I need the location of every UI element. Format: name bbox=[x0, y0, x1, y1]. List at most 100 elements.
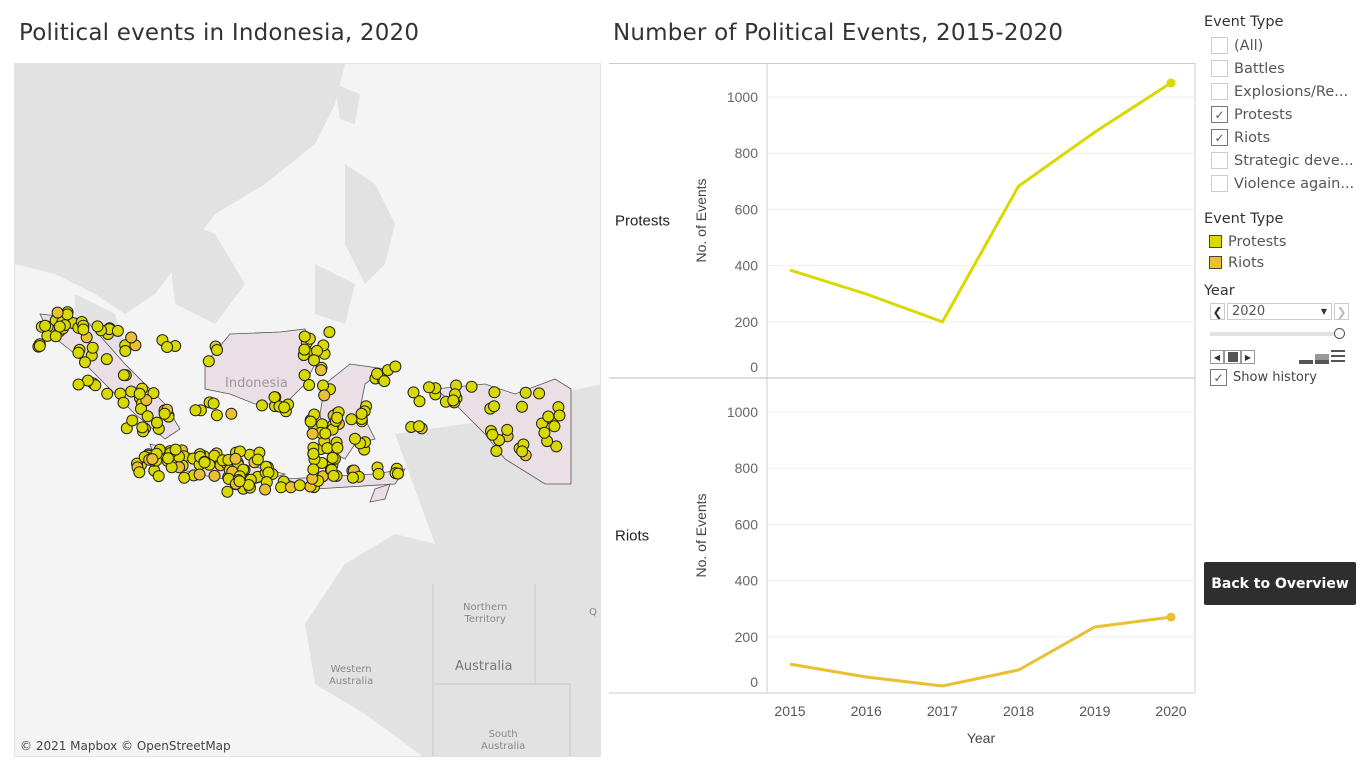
x-tick-label: 2020 bbox=[1155, 703, 1186, 719]
protest-event-point bbox=[307, 447, 320, 460]
show-history-toggle[interactable]: ✓ Show history bbox=[1204, 366, 1354, 389]
protest-event-point bbox=[117, 396, 130, 409]
landmass bbox=[15, 64, 345, 314]
legend-item[interactable]: Protests bbox=[1204, 231, 1286, 252]
slider-thumb[interactable] bbox=[1334, 328, 1345, 339]
protest-event-point bbox=[39, 319, 52, 332]
y-axis-label: No. of Events bbox=[693, 178, 709, 262]
protest-event-point bbox=[221, 485, 234, 498]
protest-event-point bbox=[319, 427, 332, 440]
protest-event-point bbox=[407, 386, 420, 399]
protest-event-point bbox=[490, 445, 503, 457]
chart-title: Number of Political Events, 2015-2020 bbox=[613, 20, 1064, 46]
map-label-northern-territory: Northern Territory bbox=[463, 602, 508, 625]
filter-item[interactable]: Violence again... bbox=[1204, 172, 1354, 195]
step-forward-button[interactable]: ▶ bbox=[1241, 350, 1255, 364]
y-axis-label: No. of Events bbox=[693, 493, 709, 577]
filter-checkbox[interactable]: ✓ bbox=[1211, 129, 1228, 146]
protest-event-point bbox=[117, 369, 130, 382]
series-row-label: Riots bbox=[615, 528, 649, 545]
protest-event-point bbox=[516, 445, 529, 458]
filter-label: Violence again... bbox=[1234, 175, 1355, 192]
protest-event-point bbox=[251, 453, 264, 466]
protest-event-point bbox=[100, 353, 113, 366]
filter-label: Battles bbox=[1234, 60, 1285, 77]
protest-event-point bbox=[61, 308, 74, 321]
protest-event-point bbox=[298, 343, 311, 356]
data-point bbox=[1166, 612, 1176, 622]
series-line-protests bbox=[789, 81, 1172, 324]
filter-checkbox[interactable] bbox=[1211, 175, 1228, 192]
map-title: Political events in Indonesia, 2020 bbox=[19, 20, 420, 46]
protest-event-point bbox=[135, 402, 147, 415]
stop-button[interactable] bbox=[1224, 350, 1241, 364]
map-credit: © 2021 Mapbox © OpenStreetMap bbox=[20, 739, 231, 753]
protest-event-point bbox=[211, 344, 223, 356]
filter-label: (All) bbox=[1234, 37, 1264, 54]
y-tick-label: 1000 bbox=[727, 404, 758, 420]
map-canvas bbox=[15, 64, 600, 756]
protest-event-point bbox=[355, 407, 368, 420]
x-tick-label: 2015 bbox=[774, 703, 805, 719]
next-year-button[interactable]: ❯ bbox=[1334, 303, 1349, 320]
riot-event-point bbox=[229, 452, 242, 465]
back-to-overview-button[interactable]: Back to Overview bbox=[1204, 562, 1356, 605]
filter-checkbox[interactable] bbox=[1211, 83, 1228, 100]
riot-event-point bbox=[318, 389, 331, 402]
speed-fast-icon[interactable] bbox=[1331, 350, 1345, 364]
protest-event-point bbox=[53, 320, 66, 333]
protest-event-point bbox=[326, 451, 339, 464]
protest-event-point bbox=[488, 400, 501, 413]
filter-item[interactable]: ✓ Protests bbox=[1204, 103, 1354, 126]
filter-item[interactable]: Battles bbox=[1204, 57, 1354, 80]
y-tick-label: 0 bbox=[750, 359, 758, 375]
prev-year-button[interactable]: ❮ bbox=[1210, 303, 1225, 320]
filter-item[interactable]: Explosions/Re... bbox=[1204, 80, 1354, 103]
filter-label: Riots bbox=[1234, 129, 1271, 146]
filter-label: Protests bbox=[1234, 106, 1293, 123]
indonesia-map[interactable]: Indonesia Northern Territory Australia W… bbox=[14, 63, 601, 757]
filter-checkbox[interactable] bbox=[1211, 152, 1228, 169]
riot-event-point bbox=[315, 364, 327, 377]
riot-event-point bbox=[125, 331, 138, 344]
riot-event-point bbox=[51, 306, 64, 319]
y-tick-label: 1000 bbox=[727, 89, 758, 105]
year-value: 2020 bbox=[1232, 304, 1266, 319]
filter-checkbox[interactable] bbox=[1211, 60, 1228, 77]
filter-item[interactable]: Strategic deve... bbox=[1204, 149, 1354, 172]
protest-event-point bbox=[519, 386, 532, 399]
map-label-australia: Australia bbox=[455, 659, 513, 674]
event-type-filter: Event Type (All) Battles Explosions/Re... ✓… bbox=[1204, 14, 1354, 195]
legend-label: Riots bbox=[1228, 254, 1265, 271]
y-tick-label: 200 bbox=[735, 314, 759, 330]
protest-event-point bbox=[533, 387, 546, 400]
year-filter: Year ❮ 2020 ▼ ❯ ◀ ▶ ✓ Show history bbox=[1204, 283, 1354, 389]
protest-event-point bbox=[317, 379, 329, 392]
filter-checkbox[interactable] bbox=[1211, 37, 1228, 54]
filter-item[interactable]: ✓ Riots bbox=[1204, 126, 1354, 149]
year-dropdown[interactable]: 2020 ▼ bbox=[1227, 303, 1332, 320]
filter-checkbox[interactable]: ✓ bbox=[1211, 106, 1228, 123]
y-tick-label: 600 bbox=[735, 516, 759, 532]
show-history-label: Show history bbox=[1233, 370, 1317, 385]
speed-medium-icon[interactable] bbox=[1315, 350, 1329, 364]
riot-event-point bbox=[193, 468, 206, 481]
protest-event-point bbox=[233, 475, 246, 488]
protest-event-point bbox=[141, 410, 154, 423]
protest-event-point bbox=[161, 341, 174, 353]
show-history-checkbox[interactable]: ✓ bbox=[1210, 369, 1227, 386]
legend-item[interactable]: Riots bbox=[1204, 252, 1286, 273]
series-row-label: Protests bbox=[615, 213, 670, 230]
legend-swatch bbox=[1209, 235, 1222, 248]
protest-event-point bbox=[465, 380, 478, 393]
step-back-button[interactable]: ◀ bbox=[1210, 350, 1224, 364]
speed-slow-icon[interactable] bbox=[1299, 350, 1313, 364]
x-tick-label: 2018 bbox=[1003, 703, 1034, 719]
legend-title: Event Type bbox=[1204, 211, 1284, 227]
year-slider[interactable] bbox=[1210, 328, 1345, 340]
protest-event-point bbox=[331, 411, 344, 424]
filter-item[interactable]: (All) bbox=[1204, 34, 1354, 57]
protest-event-point bbox=[345, 413, 358, 426]
protest-event-point bbox=[538, 426, 551, 439]
indonesia-region bbox=[204, 328, 316, 405]
